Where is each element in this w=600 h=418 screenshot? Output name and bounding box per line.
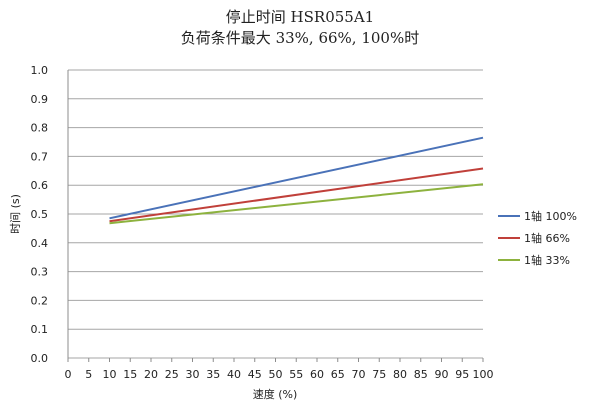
series-line bbox=[109, 167, 484, 223]
x-tick-label: 40 bbox=[227, 368, 241, 381]
x-tick-label: 60 bbox=[310, 368, 324, 381]
x-tick-label: 80 bbox=[393, 368, 407, 381]
x-tick-label: 30 bbox=[186, 368, 200, 381]
x-tick-label: 70 bbox=[352, 368, 366, 381]
x-tick-label: 45 bbox=[248, 368, 262, 381]
y-tick-label: 0.1 bbox=[31, 323, 49, 336]
y-tick-label: 0.6 bbox=[31, 179, 49, 192]
x-tick-label: 95 bbox=[455, 368, 469, 381]
x-axis-title: 速度 (%) bbox=[253, 387, 298, 401]
legend-label: 1轴 66% bbox=[524, 231, 570, 245]
y-axis-title: 时间 (s) bbox=[9, 194, 22, 234]
series-line bbox=[109, 136, 484, 220]
x-tick-label: 85 bbox=[414, 368, 428, 381]
x-tick-label: 75 bbox=[372, 368, 386, 381]
x-tick-label: 25 bbox=[165, 368, 179, 381]
x-tick-label: 90 bbox=[435, 368, 449, 381]
x-tick-label: 35 bbox=[206, 368, 220, 381]
x-tick-label: 55 bbox=[289, 368, 303, 381]
y-tick-label: 0.7 bbox=[31, 150, 49, 163]
x-tick-label: 100 bbox=[473, 368, 494, 381]
x-tick-label: 65 bbox=[331, 368, 345, 381]
y-tick-label: 1.0 bbox=[31, 64, 49, 77]
chart-title: 停止时间 HSR055A1 bbox=[225, 8, 375, 26]
x-tick-label: 15 bbox=[123, 368, 137, 381]
y-tick-label: 0.3 bbox=[31, 266, 49, 279]
y-tick-label: 0.5 bbox=[31, 208, 49, 221]
y-tick-label: 0.8 bbox=[31, 122, 49, 135]
y-tick-label: 0.9 bbox=[31, 93, 49, 106]
x-tick-label: 50 bbox=[269, 368, 283, 381]
x-tick-label: 0 bbox=[65, 368, 72, 381]
x-tick-label: 5 bbox=[85, 368, 92, 381]
x-tick-label: 10 bbox=[103, 368, 117, 381]
x-tick-label: 20 bbox=[144, 368, 158, 381]
legend-label: 1轴 100% bbox=[524, 209, 577, 223]
y-tick-label: 0.0 bbox=[31, 352, 49, 365]
series-line bbox=[109, 183, 484, 225]
y-tick-label: 0.2 bbox=[31, 294, 49, 307]
legend-label: 1轴 33% bbox=[524, 253, 570, 267]
chart-subtitle: 负荷条件最大 33%, 66%, 100%时 bbox=[180, 29, 420, 47]
y-tick-label: 0.4 bbox=[31, 237, 49, 250]
